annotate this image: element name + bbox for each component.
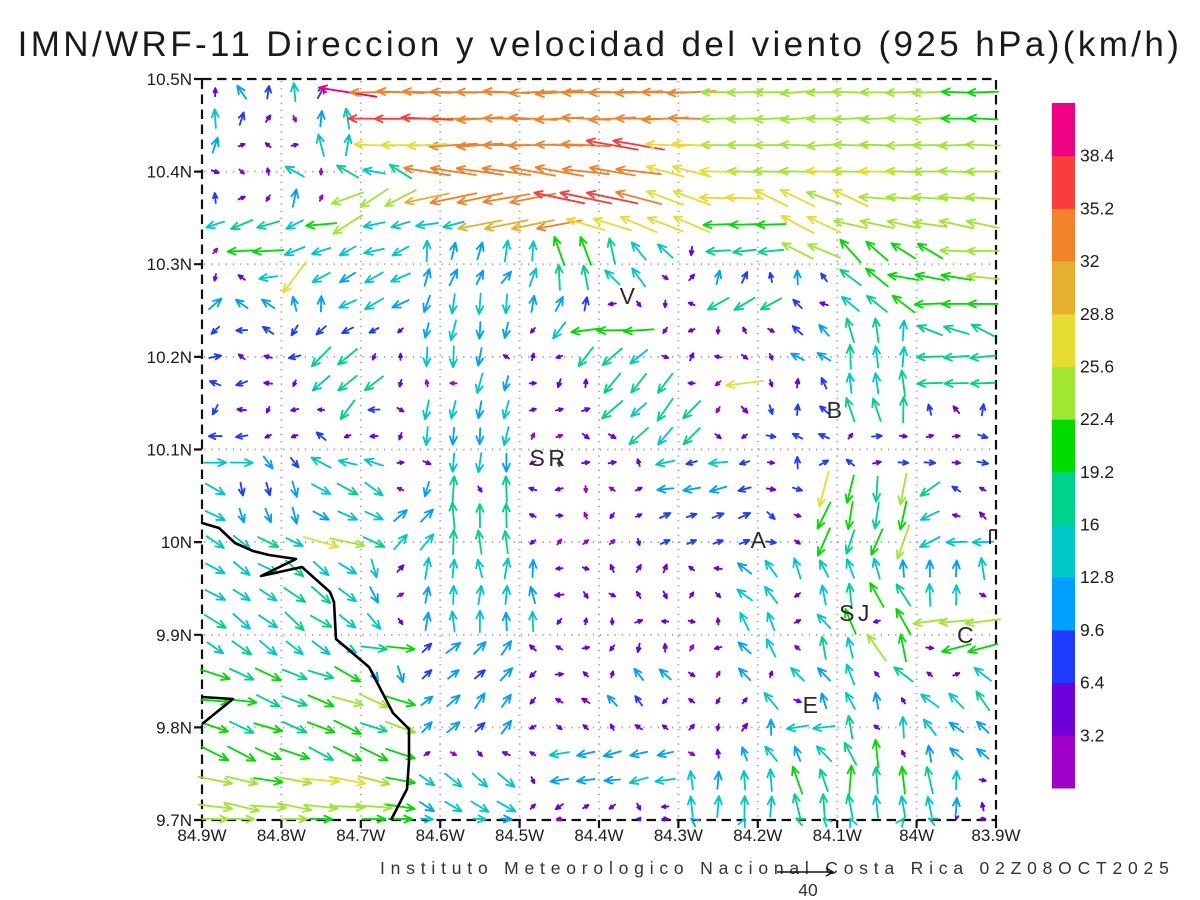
svg-text:SR: SR [530, 445, 569, 471]
svg-text:10N: 10N [161, 533, 192, 552]
svg-text:25.6: 25.6 [1080, 357, 1114, 377]
svg-text:84.5W: 84.5W [495, 826, 544, 845]
svg-text:10.5N: 10.5N [147, 70, 192, 89]
svg-text:IMN/WRF-11 Direccion y velocid: IMN/WRF-11 Direccion y velocidad del vie… [18, 25, 1183, 64]
svg-text:9.6: 9.6 [1080, 620, 1104, 640]
svg-text:9.9N: 9.9N [156, 626, 192, 645]
svg-text:Instituto Meteorologico Nacion: Instituto Meteorologico Nacional Costa R… [380, 858, 1175, 878]
svg-text:6.4: 6.4 [1080, 673, 1105, 693]
svg-text:3.2: 3.2 [1080, 725, 1104, 745]
svg-text:C: C [957, 622, 977, 648]
svg-text:V: V [620, 283, 639, 309]
svg-text:84.2W: 84.2W [733, 826, 782, 845]
svg-text:E: E [803, 692, 822, 718]
svg-text:84.8W: 84.8W [257, 826, 306, 845]
svg-text:9.7N: 9.7N [156, 811, 192, 830]
svg-text:10.3N: 10.3N [147, 255, 192, 274]
svg-text:84.9W: 84.9W [177, 826, 226, 845]
svg-text:84.1W: 84.1W [813, 826, 862, 845]
svg-text:28.8: 28.8 [1080, 304, 1114, 324]
svg-text:10.4N: 10.4N [147, 163, 192, 182]
svg-text:32: 32 [1080, 251, 1099, 271]
svg-text:12.8: 12.8 [1080, 567, 1114, 587]
svg-text:35.2: 35.2 [1080, 198, 1114, 218]
svg-text:84.3W: 84.3W [654, 826, 703, 845]
svg-text:10.2N: 10.2N [147, 348, 192, 367]
svg-text:16: 16 [1080, 515, 1099, 535]
svg-text:84.7W: 84.7W [336, 826, 385, 845]
svg-text:19.2: 19.2 [1080, 462, 1114, 482]
svg-text:84.6W: 84.6W [416, 826, 465, 845]
svg-text:9.8N: 9.8N [156, 718, 192, 737]
svg-text:A: A [751, 527, 770, 553]
svg-text:84.4W: 84.4W [574, 826, 623, 845]
svg-text:38.4: 38.4 [1080, 146, 1114, 166]
svg-text:SJ: SJ [839, 600, 873, 626]
svg-text:10.1N: 10.1N [147, 441, 192, 460]
svg-text:83.9W: 83.9W [971, 826, 1020, 845]
svg-text:40: 40 [798, 880, 818, 900]
svg-text:B: B [827, 397, 846, 423]
svg-text:22.4: 22.4 [1080, 409, 1114, 429]
svg-text:84W: 84W [899, 826, 934, 845]
